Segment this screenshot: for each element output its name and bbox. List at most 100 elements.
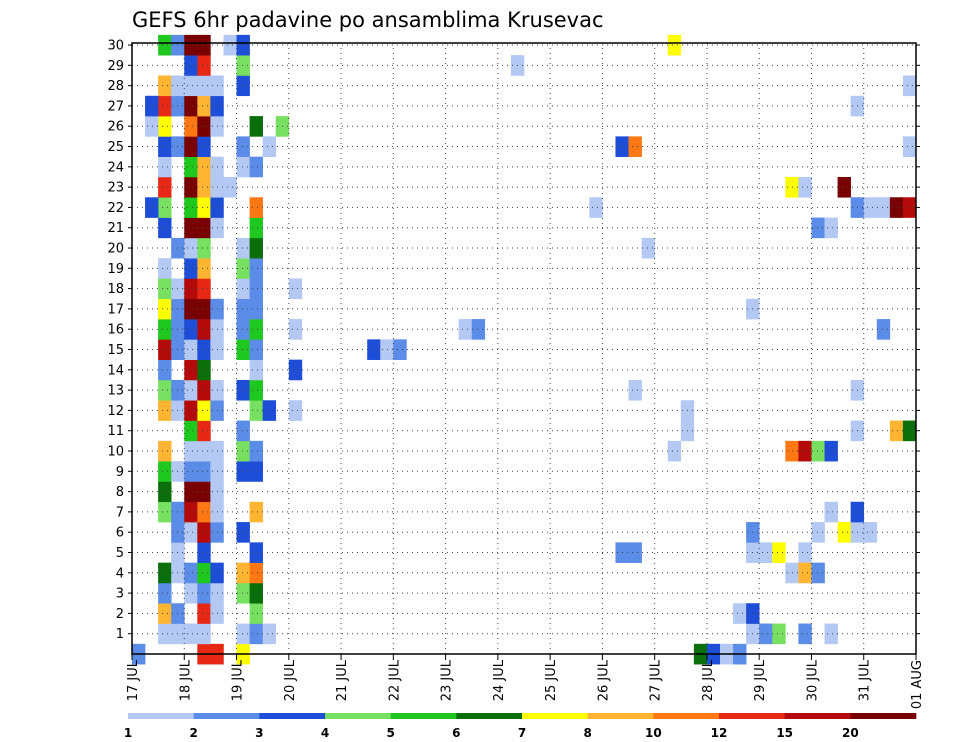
x-tick-label: 28 JUL — [701, 659, 716, 701]
heatmap-cell — [249, 623, 263, 645]
heatmap-cell — [197, 75, 211, 97]
heatmap-cell — [184, 359, 198, 381]
y-tick-label: 6 — [116, 526, 124, 541]
y-tick-label: 4 — [116, 566, 124, 581]
heatmap-cells — [132, 34, 917, 665]
heatmap-cell — [628, 542, 642, 563]
heatmap-cell — [798, 176, 812, 198]
heatmap-cell — [197, 339, 211, 360]
heatmap-cell — [184, 55, 198, 76]
heatmap-cell — [824, 217, 838, 239]
heatmap-cell — [184, 95, 198, 117]
heatmap-cell — [158, 501, 172, 523]
legend-swatch — [390, 713, 457, 719]
heatmap-cell — [262, 400, 277, 421]
heatmap-cell — [393, 339, 407, 360]
heatmap-cell — [197, 319, 211, 340]
heatmap-cell — [798, 440, 812, 462]
heatmap-cell — [184, 582, 198, 604]
heatmap-cell — [197, 542, 211, 563]
heatmap-cell — [262, 136, 277, 157]
heatmap-cell — [288, 400, 303, 421]
heatmap-cell — [158, 34, 172, 56]
heatmap-cell — [902, 75, 917, 97]
heatmap-cell — [288, 359, 303, 381]
heatmap-cell — [902, 420, 917, 442]
heatmap-cell — [249, 562, 263, 584]
heatmap-cell — [158, 156, 172, 178]
heatmap-cell — [367, 339, 381, 360]
x-tick-label: 23 JUL — [440, 659, 455, 701]
heatmap-cell — [145, 197, 159, 218]
y-tick-label: 26 — [107, 120, 124, 135]
heatmap-cell — [798, 623, 812, 645]
heatmap-cell — [223, 34, 237, 56]
heatmap-cell — [158, 319, 172, 340]
heatmap-cell — [249, 339, 263, 360]
heatmap-cell — [184, 116, 198, 137]
heatmap-cell — [759, 542, 773, 563]
heatmap-cell — [184, 319, 198, 340]
heatmap-cell — [236, 379, 250, 401]
heatmap-cell — [811, 440, 825, 462]
legend-swatch — [325, 713, 391, 719]
legend-label: 1 — [124, 726, 132, 740]
y-tick-label: 11 — [107, 424, 124, 439]
legend-label: 20 — [842, 726, 859, 740]
heatmap-cell — [249, 156, 263, 178]
heatmap-cell — [197, 582, 211, 604]
heatmap-cell — [197, 176, 211, 198]
heatmap-cell — [863, 522, 878, 543]
heatmap-cell — [236, 562, 250, 584]
legend-swatch — [587, 713, 654, 719]
y-tick-label: 25 — [107, 140, 124, 155]
heatmap-cell — [667, 34, 682, 56]
heatmap-cell — [158, 136, 172, 157]
heatmap-cell — [158, 461, 172, 482]
heatmap-cell — [197, 217, 211, 239]
heatmap-cell — [249, 542, 263, 563]
heatmap-cell — [158, 603, 172, 624]
heatmap-cell — [798, 542, 812, 563]
heatmap-cell — [197, 440, 211, 462]
y-tick-label: 19 — [107, 262, 124, 277]
legend-label: 4 — [321, 726, 329, 740]
gridlines — [132, 43, 916, 654]
heatmap-cell — [236, 136, 250, 157]
heatmap-cell — [184, 176, 198, 198]
heatmap-cell — [158, 116, 172, 137]
y-tick-label: 16 — [107, 323, 124, 338]
heatmap-cell — [158, 217, 172, 239]
heatmap-cell — [249, 379, 263, 401]
y-tick-label: 3 — [116, 587, 124, 602]
heatmap-cell — [288, 278, 303, 300]
heatmap-cell — [184, 136, 198, 157]
heatmap-cell — [236, 298, 250, 320]
heatmap-cell — [589, 197, 603, 218]
heatmap-cell — [236, 75, 250, 97]
y-tick-label: 5 — [116, 546, 124, 561]
legend-label: 5 — [386, 726, 394, 740]
heatmap-cell — [197, 258, 211, 279]
heatmap-cell — [184, 34, 198, 56]
heatmap-cell — [288, 319, 303, 340]
legend-swatch — [193, 713, 260, 719]
heatmap-cell — [236, 156, 250, 178]
heatmap-cell — [236, 522, 250, 543]
heatmap-cell — [197, 156, 211, 178]
heatmap-cell — [236, 237, 250, 259]
heatmap-cell — [197, 501, 211, 523]
heatmap-cell — [249, 400, 263, 421]
y-tick-label: 24 — [107, 160, 124, 175]
legend-swatch — [456, 713, 523, 719]
heatmap-cell — [197, 34, 211, 56]
heatmap-cell — [380, 339, 394, 360]
heatmap-cell — [197, 116, 211, 137]
heatmap-cell — [197, 359, 211, 381]
heatmap-cell — [249, 298, 263, 320]
chart-title: GEFS 6hr padavine po ansamblima Krusevac — [132, 8, 604, 32]
heatmap-cell — [262, 623, 277, 645]
heatmap-cell — [236, 420, 250, 442]
heatmap-cell — [158, 440, 172, 462]
legend-label: 7 — [518, 726, 526, 740]
